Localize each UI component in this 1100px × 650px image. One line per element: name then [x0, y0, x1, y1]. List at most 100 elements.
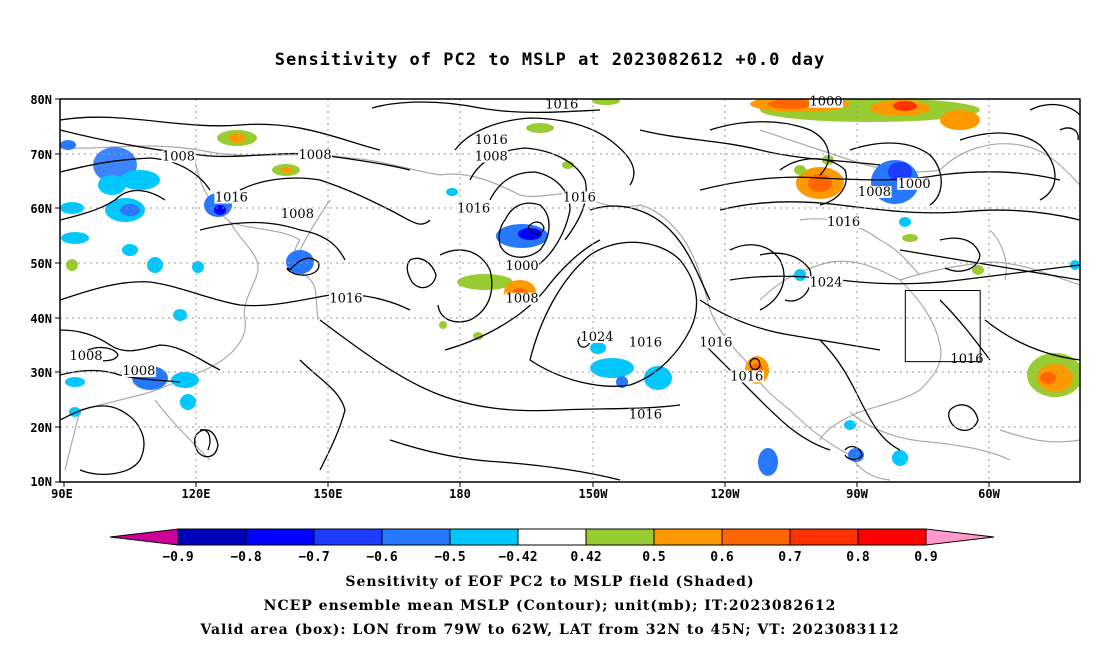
colorbar-label: 0.42	[570, 550, 601, 565]
contour-label: 1000	[506, 259, 539, 274]
contour-label-bg	[729, 370, 764, 383]
lon-label: 150W	[579, 487, 609, 501]
contour-label-bg	[298, 148, 333, 161]
contour-label: 1016	[563, 190, 596, 205]
contour-label: 1016	[629, 335, 662, 350]
contour-label-bg	[474, 134, 509, 147]
lat-labels: 80N 70N 60N 50N 40N 30N 20N 10N	[30, 93, 52, 489]
contour-label: 1008	[299, 148, 332, 163]
lat-label: 40N	[30, 312, 52, 326]
valid-area-box	[904, 290, 981, 363]
contour-label: 1008	[475, 149, 508, 164]
contour-label-bg	[698, 336, 733, 349]
lat-label: 10N	[30, 475, 52, 489]
contour-label: 1016	[629, 408, 662, 423]
contour-label-bg	[628, 408, 663, 421]
contour-label-bg	[897, 177, 932, 190]
contour-label: 1016	[950, 352, 983, 367]
contour-label: 1016	[457, 201, 490, 216]
contour-label-bg	[562, 191, 597, 204]
contour-label: 1008	[162, 149, 195, 164]
colorbar-label: −0.42	[498, 550, 537, 565]
contour-label: 1008	[506, 292, 539, 307]
axis-ticks	[55, 98, 990, 487]
colorbar-swatch	[177, 528, 247, 546]
lon-label: 120E	[182, 487, 211, 501]
lat-label: 60N	[30, 202, 52, 216]
contour-label: 1016	[329, 292, 362, 307]
gridlines	[60, 99, 1080, 482]
contour-label: 1000	[898, 177, 931, 192]
colorbar-label: 0.6	[710, 550, 734, 565]
colorbar: −0.9 −0.8 −0.7 −0.6 −0.5 −0.42 0.42 0.5 0.6 0.7 0.…	[109, 528, 995, 565]
lat-label: 20N	[30, 421, 52, 435]
colorbar-swatch	[585, 528, 655, 546]
contour-label: 1008	[69, 349, 102, 364]
contour-label: 1016	[699, 335, 732, 350]
colorbar-label: 0.7	[778, 550, 801, 565]
lat-label: 50N	[30, 257, 52, 271]
colorbar-swatch	[449, 528, 519, 546]
lon-label: 90W	[846, 487, 868, 501]
contour-label-bg	[628, 336, 663, 349]
lat-label: 30N	[30, 366, 52, 380]
colorbar-label: 0.5	[642, 550, 665, 565]
colorbar-label: 0.9	[914, 550, 937, 565]
colorbar-label: −0.5	[434, 550, 465, 565]
contour-label-bg	[857, 186, 892, 199]
contour-label: 1008	[122, 364, 155, 379]
contour-label-bg	[214, 191, 249, 204]
contour-label: 1016	[827, 215, 860, 230]
contour-label-bg	[809, 276, 844, 289]
contour-label: 1016	[545, 97, 578, 112]
colorbar-swatch	[517, 528, 587, 546]
contour-label: 1008	[281, 207, 314, 222]
colorbar-swatch	[313, 528, 383, 546]
contour-label: 1008	[858, 185, 891, 200]
contour-label: 1016	[215, 190, 248, 205]
contour-label-bg	[280, 207, 315, 220]
colorbar-label: −0.8	[230, 550, 261, 565]
colorbar-swatch	[653, 528, 723, 546]
lon-label: 180	[449, 487, 471, 501]
plot-frame	[59, 98, 1081, 483]
contour-label: 1024	[809, 275, 842, 290]
colorbar-high-arrow	[925, 528, 995, 546]
colorbar-swatch	[245, 528, 315, 546]
contour-label-bg	[121, 364, 156, 377]
contour-label: 1024	[580, 330, 613, 345]
contour-label-bg	[69, 350, 104, 363]
colorbar-swatch	[381, 528, 451, 546]
contour-label-bg	[579, 331, 614, 344]
lat-label: 70N	[30, 148, 52, 162]
caption-line-3: Valid area (box): LON from 79W to 62W, L…	[200, 622, 900, 638]
colorbar-swatch	[789, 528, 859, 546]
colorbar-swatch	[721, 528, 791, 546]
contour-label-bg	[161, 150, 196, 163]
contour-label-bg	[456, 202, 491, 215]
lon-labels: 90E 120E 150E 180 150W 120W 90W 60W	[51, 487, 1000, 501]
colorbar-label: −0.7	[298, 550, 329, 565]
lon-label: 120W	[711, 487, 741, 501]
map-title: Sensitivity of PC2 to MSLP at 2023082612…	[274, 50, 826, 70]
colorbar-low-arrow	[109, 528, 179, 546]
contour-label: 1016	[475, 133, 508, 148]
contour-label-bg	[328, 292, 363, 305]
lon-label: 150E	[314, 487, 343, 501]
colorbar-swatch	[857, 528, 927, 546]
colorbar-label: −0.6	[366, 550, 397, 565]
caption-line-2: NCEP ensemble mean MSLP (Contour); unit(…	[263, 598, 837, 614]
colorbar-label: −0.9	[162, 550, 193, 565]
contour-label-bg	[826, 216, 861, 229]
contour-label-bg	[505, 292, 540, 305]
lon-label: 90E	[51, 487, 73, 501]
contour-label-bg	[544, 98, 579, 111]
contour-label-bg	[474, 150, 509, 163]
contour-label-bg	[505, 259, 540, 272]
contour-label: 1016	[730, 369, 763, 384]
lon-label: 60W	[978, 487, 1000, 501]
lat-label: 80N	[30, 93, 52, 107]
colorbar-label: 0.8	[846, 550, 870, 565]
